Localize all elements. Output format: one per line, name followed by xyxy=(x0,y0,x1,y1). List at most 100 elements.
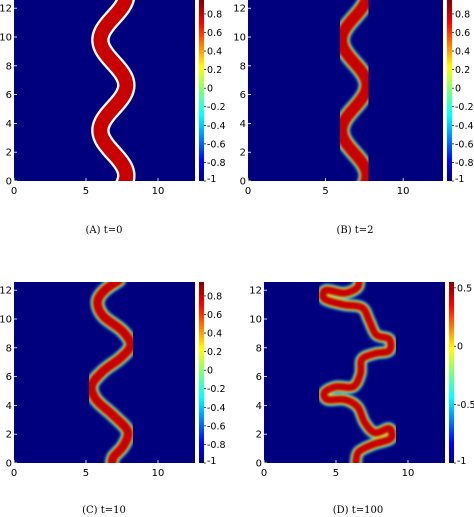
colorbar-tick-label: 0 xyxy=(207,366,213,377)
colorbar-tick-label: -0.6 xyxy=(207,421,226,432)
y-tick-label: 2 xyxy=(6,430,12,441)
caption: (C) t=10 xyxy=(82,505,126,516)
colorbar-tick-label: 0.2 xyxy=(207,347,222,358)
x-tick-label: 10 xyxy=(152,468,165,479)
interface-band xyxy=(91,0,136,181)
colorbar xyxy=(199,282,204,463)
colorbar-tick-label: -1 xyxy=(455,174,464,185)
x-tick-label: 0 xyxy=(261,468,267,479)
colorbar-tick-label: 0.8 xyxy=(207,291,222,302)
panel-c: 0.8 0.6 0.4 0.2 0 -0.2 -0.4 -0.6 -0.8 -1 0 5 10 0 2 4… xyxy=(0,282,226,516)
y-tick-label: 4 xyxy=(256,401,262,412)
colorbar xyxy=(199,0,204,181)
colorbar-ticks: 0.8 0.6 0.4 0.2 0 -0.2 -0.4 -0.6 -0.8 -1 xyxy=(204,291,226,467)
interface-core xyxy=(93,0,134,181)
colorbar-tick-label: -0.5 xyxy=(457,400,474,411)
y-ticks: 0 2 4 6 8 10 12 xyxy=(233,4,251,188)
colorbar-tick-label: -0.4 xyxy=(455,121,474,132)
x-ticks: 0 5 10 xyxy=(11,178,165,197)
y-tick-label: 0 xyxy=(6,459,12,470)
colorbar-ticks: 0.8 0.6 0.4 0.2 0 -0.2 -0.4 -0.6 -0.8 -1 xyxy=(204,9,226,185)
colorbar-tick-label: -0.4 xyxy=(207,121,226,132)
y-tick-label: 6 xyxy=(240,90,246,101)
y-ticks: 0 2 4 6 8 10 12 xyxy=(0,4,17,188)
x-tick-label: 5 xyxy=(83,468,89,479)
colorbar-tick-label: -0.6 xyxy=(455,139,474,150)
interface-band xyxy=(316,282,398,463)
colorbar-tick-label: 0.4 xyxy=(207,47,222,58)
colorbar-tick-label: 0.2 xyxy=(455,65,470,76)
panel-b: 0.8 0.6 0.4 0.2 0 -0.2 -0.4 -0.6 -0.8 -1 0 5 10 0 2 4… xyxy=(233,0,474,236)
colorbar-ticks: 0.5 0 -0.5 -1 xyxy=(454,283,474,467)
y-tick-label: 10 xyxy=(0,315,12,326)
colorbar-tick-label: -1 xyxy=(207,174,216,185)
x-tick-label: 0 xyxy=(245,186,251,197)
x-tick-label: 0 xyxy=(11,468,17,479)
colorbar-tick-label: -0.6 xyxy=(207,139,226,150)
y-ticks: 0 2 4 6 8 10 12 xyxy=(249,286,267,470)
x-tick-label: 10 xyxy=(152,186,165,197)
y-tick-label: 0 xyxy=(6,177,12,188)
colorbar-tick-label: 0 xyxy=(207,84,213,95)
y-tick-label: 6 xyxy=(6,90,12,101)
colorbar-tick-label: 0.8 xyxy=(207,9,222,20)
panel-a: 0.8 0.6 0.4 0.2 0 -0.2 -0.4 -0.6 -0.8 -1 0 5 10 0 2 4… xyxy=(0,0,226,236)
y-tick-label: 2 xyxy=(240,148,246,159)
y-tick-label: 8 xyxy=(6,343,12,354)
colorbar-tick-label: 0.6 xyxy=(207,28,222,39)
x-tick-label: 5 xyxy=(83,186,89,197)
colorbar-tick-label: -1 xyxy=(207,456,216,467)
interface-band xyxy=(84,282,138,463)
x-tick-label: 0 xyxy=(11,186,17,197)
caption: (D) t=100 xyxy=(333,505,383,516)
colorbar xyxy=(449,282,454,463)
interface-band xyxy=(333,0,375,181)
y-tick-label: 12 xyxy=(249,286,262,297)
x-ticks: 0 5 10 xyxy=(245,178,410,197)
interface-core xyxy=(319,282,396,463)
x-tick-label: 10 xyxy=(397,186,410,197)
y-tick-label: 6 xyxy=(256,372,262,383)
y-tick-label: 2 xyxy=(6,148,12,159)
colorbar-tick-label: 0.2 xyxy=(207,65,222,76)
colorbar xyxy=(447,0,452,181)
colorbar-tick-label: -0.2 xyxy=(455,102,474,113)
y-tick-label: 4 xyxy=(240,119,246,130)
y-tick-label: 10 xyxy=(0,33,12,44)
colorbar-tick-label: -1 xyxy=(457,456,466,467)
x-tick-label: 5 xyxy=(333,468,339,479)
panel-d: 0.5 0 -0.5 -1 0 5 10 0 2 4 6 8 10 12 (D) t=100 xyxy=(249,282,474,516)
y-tick-label: 12 xyxy=(233,4,246,15)
colorbar-tick-label: 0 xyxy=(457,342,463,353)
y-tick-label: 4 xyxy=(6,119,12,130)
colorbar-tick-label: -0.8 xyxy=(455,158,474,169)
caption: (A) t=0 xyxy=(86,225,123,236)
y-tick-label: 4 xyxy=(6,401,12,412)
interface-core xyxy=(86,282,136,463)
y-tick-label: 12 xyxy=(0,4,12,15)
y-tick-label: 8 xyxy=(256,343,262,354)
colorbar-tick-label: 0.4 xyxy=(455,47,470,58)
colorbar-tick-label: -0.8 xyxy=(207,158,226,169)
colorbar-tick-label: 0.8 xyxy=(455,9,470,20)
y-tick-label: 8 xyxy=(240,61,246,72)
colorbar-tick-label: -0.2 xyxy=(207,384,226,395)
y-tick-label: 8 xyxy=(6,61,12,72)
y-tick-label: 10 xyxy=(233,33,246,44)
x-tick-label: 10 xyxy=(402,468,415,479)
colorbar-tick-label: 0 xyxy=(455,84,461,95)
colorbar-tick-label: 0.5 xyxy=(457,283,472,294)
y-tick-label: 2 xyxy=(256,430,262,441)
y-tick-label: 0 xyxy=(240,177,246,188)
y-tick-label: 6 xyxy=(6,372,12,383)
colorbar-tick-label: 0.6 xyxy=(207,310,222,321)
x-tick-label: 5 xyxy=(322,186,328,197)
x-ticks: 0 5 10 xyxy=(11,460,165,479)
interface-core xyxy=(335,0,373,181)
y-tick-label: 0 xyxy=(256,459,262,470)
colorbar-tick-label: -0.8 xyxy=(207,440,226,451)
x-ticks: 0 5 10 xyxy=(261,460,415,479)
colorbar-ticks: 0.8 0.6 0.4 0.2 0 -0.2 -0.4 -0.6 -0.8 -1 xyxy=(452,9,474,185)
colorbar-tick-label: -0.4 xyxy=(207,403,226,414)
